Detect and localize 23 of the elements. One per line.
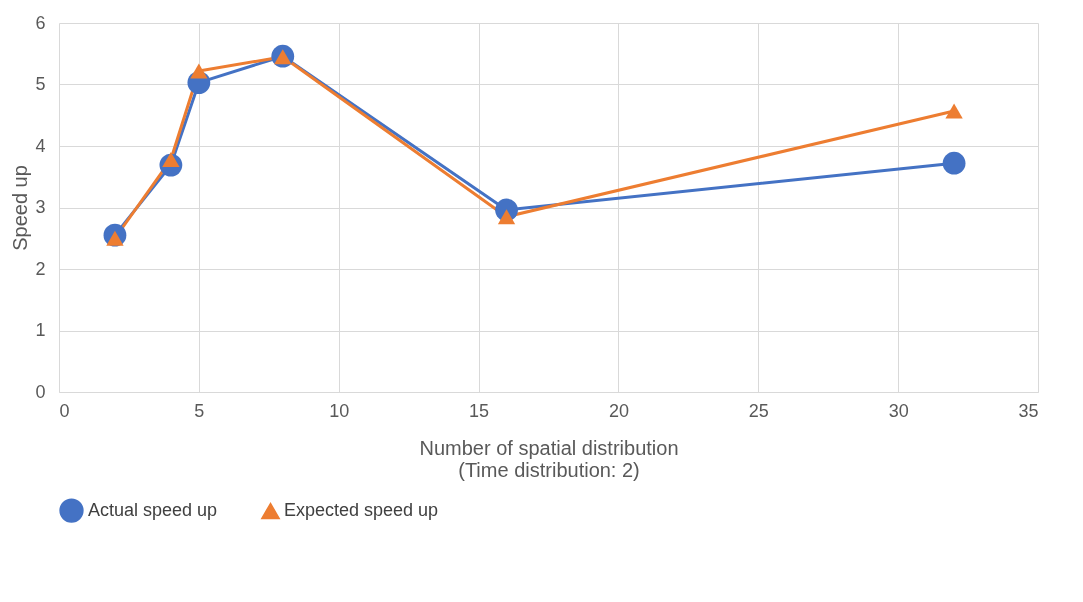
x-tick-label: 5 (194, 400, 205, 421)
y-tick-label: 6 (35, 12, 46, 33)
x-tick-label: 20 (608, 400, 629, 421)
point (945, 103, 963, 119)
y-tick-label: 4 (35, 135, 46, 156)
x-tick-label: 15 (469, 400, 490, 421)
point (190, 63, 208, 79)
x-tick-label: 0 (59, 400, 70, 421)
y-tick-label: 2 (35, 258, 46, 279)
y-tick-label: 0 (35, 381, 46, 402)
x-tick-label: 30 (888, 400, 909, 421)
point (497, 209, 516, 225)
legend-label: Actual speed up (88, 499, 218, 520)
x-tick-label: 10 (329, 400, 350, 421)
x-tick-label: 25 (748, 400, 769, 421)
x-tick-label: 35 (1018, 400, 1039, 421)
y-axis-title: Speed up (9, 165, 32, 251)
point (942, 151, 966, 175)
x-axis-title: Number of spatial distribution (Time distribution: 2) (419, 436, 679, 481)
legend-label: Expected speed up (284, 500, 439, 520)
y-tick-label: 3 (35, 197, 46, 217)
y-tick-label: 5 (35, 74, 46, 94)
y-tick-label: 1 (35, 320, 46, 340)
